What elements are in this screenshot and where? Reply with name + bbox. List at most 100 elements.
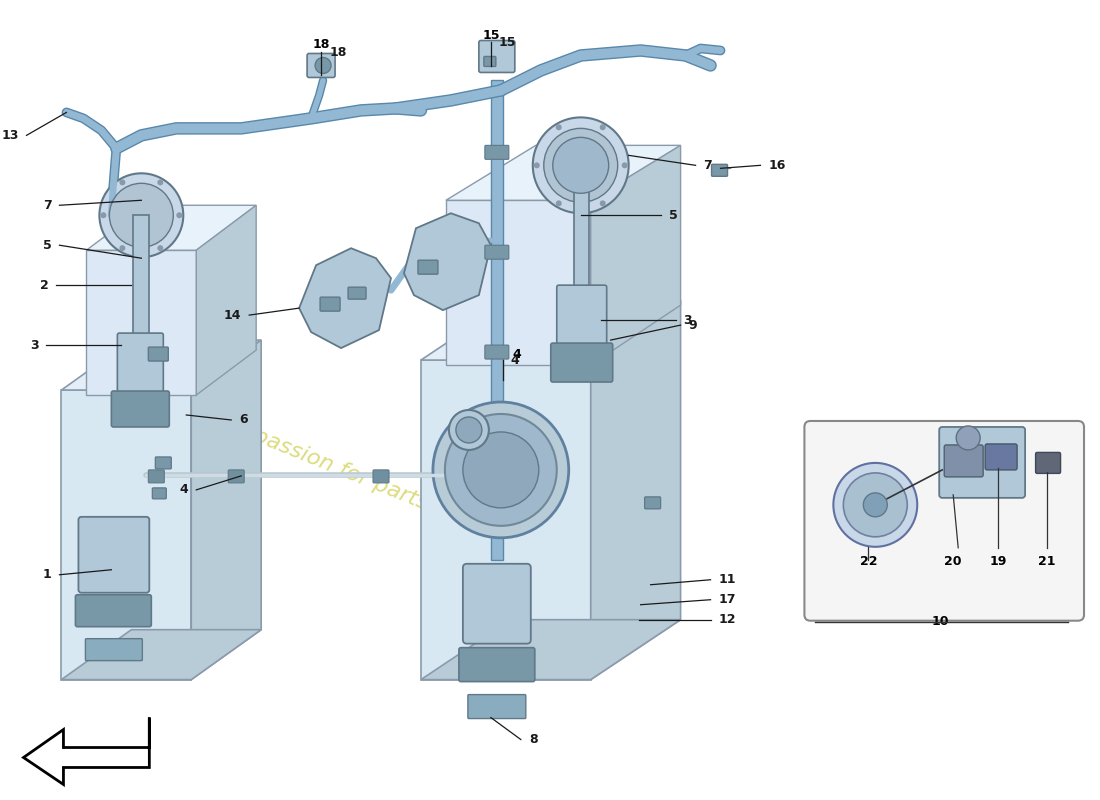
Polygon shape bbox=[87, 206, 256, 250]
FancyBboxPatch shape bbox=[1035, 453, 1060, 474]
Circle shape bbox=[455, 417, 482, 443]
Text: 17: 17 bbox=[718, 594, 736, 606]
Text: 3: 3 bbox=[30, 338, 38, 351]
Text: 7: 7 bbox=[43, 198, 52, 212]
Text: 14: 14 bbox=[223, 309, 241, 322]
Polygon shape bbox=[191, 340, 261, 680]
Circle shape bbox=[553, 138, 608, 194]
Circle shape bbox=[157, 179, 163, 186]
Polygon shape bbox=[446, 146, 681, 200]
Polygon shape bbox=[87, 250, 196, 395]
Circle shape bbox=[556, 200, 562, 206]
Circle shape bbox=[463, 432, 539, 508]
Text: 21: 21 bbox=[1038, 554, 1056, 568]
Text: 15: 15 bbox=[498, 36, 516, 49]
Text: 2: 2 bbox=[40, 278, 48, 292]
Polygon shape bbox=[23, 718, 150, 785]
Circle shape bbox=[600, 124, 606, 130]
Polygon shape bbox=[404, 214, 491, 310]
FancyBboxPatch shape bbox=[478, 41, 515, 73]
FancyBboxPatch shape bbox=[557, 285, 607, 347]
Circle shape bbox=[120, 245, 125, 251]
Polygon shape bbox=[421, 620, 681, 680]
FancyBboxPatch shape bbox=[463, 564, 531, 644]
FancyBboxPatch shape bbox=[118, 333, 163, 392]
Circle shape bbox=[433, 402, 569, 538]
FancyBboxPatch shape bbox=[485, 246, 509, 259]
Circle shape bbox=[100, 212, 107, 218]
FancyBboxPatch shape bbox=[152, 488, 166, 499]
Polygon shape bbox=[491, 81, 503, 560]
Text: 6: 6 bbox=[239, 414, 248, 426]
Circle shape bbox=[534, 162, 540, 168]
Text: 5: 5 bbox=[669, 209, 678, 222]
FancyBboxPatch shape bbox=[418, 260, 438, 274]
FancyBboxPatch shape bbox=[484, 57, 496, 66]
FancyBboxPatch shape bbox=[307, 54, 336, 78]
FancyBboxPatch shape bbox=[148, 470, 164, 483]
Circle shape bbox=[600, 200, 606, 206]
FancyBboxPatch shape bbox=[76, 594, 152, 626]
FancyBboxPatch shape bbox=[551, 343, 613, 382]
Text: 20: 20 bbox=[945, 554, 962, 568]
Circle shape bbox=[844, 473, 908, 537]
Text: 8: 8 bbox=[529, 733, 538, 746]
FancyBboxPatch shape bbox=[804, 421, 1084, 621]
Circle shape bbox=[176, 212, 183, 218]
FancyBboxPatch shape bbox=[373, 470, 389, 483]
FancyBboxPatch shape bbox=[320, 297, 340, 311]
Circle shape bbox=[99, 174, 184, 257]
FancyBboxPatch shape bbox=[645, 497, 661, 509]
Text: 10: 10 bbox=[932, 614, 949, 628]
Circle shape bbox=[556, 124, 562, 130]
Circle shape bbox=[315, 58, 331, 74]
Circle shape bbox=[120, 179, 125, 186]
Text: 3: 3 bbox=[683, 314, 692, 326]
FancyBboxPatch shape bbox=[468, 694, 526, 718]
Polygon shape bbox=[446, 200, 591, 365]
Polygon shape bbox=[196, 206, 256, 395]
Polygon shape bbox=[591, 146, 681, 365]
FancyBboxPatch shape bbox=[939, 427, 1025, 498]
Circle shape bbox=[864, 493, 888, 517]
Text: 18: 18 bbox=[312, 38, 330, 51]
Circle shape bbox=[621, 162, 628, 168]
Text: 19: 19 bbox=[990, 554, 1006, 568]
Text: 15: 15 bbox=[482, 29, 499, 42]
Text: 11: 11 bbox=[718, 574, 736, 586]
Text: 9: 9 bbox=[689, 318, 697, 332]
FancyBboxPatch shape bbox=[78, 517, 150, 593]
Polygon shape bbox=[299, 248, 390, 348]
Text: 22: 22 bbox=[859, 554, 877, 568]
Polygon shape bbox=[591, 300, 681, 680]
Text: 13: 13 bbox=[1, 129, 19, 142]
Polygon shape bbox=[62, 630, 261, 680]
Polygon shape bbox=[62, 340, 261, 390]
FancyBboxPatch shape bbox=[86, 638, 142, 661]
Text: 12: 12 bbox=[718, 613, 736, 626]
FancyBboxPatch shape bbox=[111, 391, 169, 427]
FancyBboxPatch shape bbox=[459, 648, 535, 682]
Text: a passion for parts since 1985: a passion for parts since 1985 bbox=[231, 418, 551, 562]
Polygon shape bbox=[62, 390, 191, 680]
FancyBboxPatch shape bbox=[348, 287, 366, 299]
Circle shape bbox=[834, 463, 917, 546]
Polygon shape bbox=[421, 300, 681, 360]
Circle shape bbox=[449, 410, 488, 450]
Circle shape bbox=[532, 118, 629, 214]
Text: 4: 4 bbox=[513, 348, 521, 361]
Circle shape bbox=[444, 414, 557, 526]
FancyBboxPatch shape bbox=[944, 445, 983, 477]
Text: 4: 4 bbox=[179, 483, 188, 496]
Circle shape bbox=[109, 183, 174, 247]
Text: 1: 1 bbox=[43, 568, 52, 582]
Text: 5: 5 bbox=[43, 238, 52, 252]
Circle shape bbox=[543, 128, 618, 202]
Polygon shape bbox=[574, 166, 589, 330]
FancyBboxPatch shape bbox=[712, 164, 727, 176]
Polygon shape bbox=[421, 360, 591, 680]
Text: 16: 16 bbox=[769, 159, 785, 172]
FancyBboxPatch shape bbox=[155, 457, 172, 469]
Text: 7: 7 bbox=[704, 159, 713, 172]
FancyBboxPatch shape bbox=[986, 444, 1018, 470]
